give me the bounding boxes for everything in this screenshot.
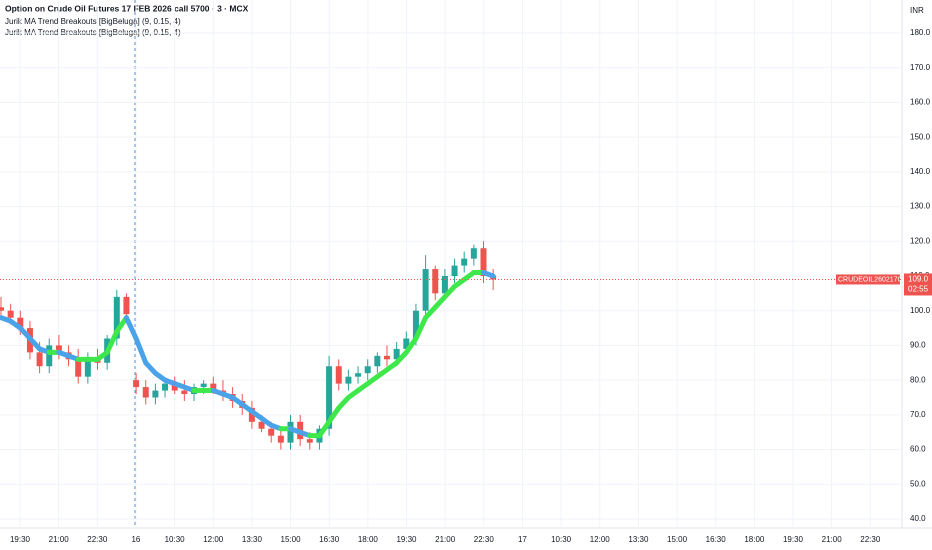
x-tick-label: 22:30: [87, 535, 108, 544]
y-tick-label: 40.0: [910, 514, 926, 523]
candle-body: [258, 421, 265, 429]
last-price-label: 109.0: [908, 275, 929, 284]
x-tick-label: 13:30: [628, 535, 649, 544]
ma-segment: [133, 335, 149, 366]
x-tick-label: 15:00: [281, 535, 302, 544]
y-tick-label: 70.0: [910, 410, 926, 419]
candle-body: [277, 435, 284, 443]
ma-segment: [316, 419, 332, 439]
candle-body: [451, 265, 458, 276]
x-tick-label: 22:30: [474, 535, 495, 544]
y-tick-label: 160.0: [910, 98, 931, 107]
candle-body: [403, 338, 410, 349]
x-tick-label: 17: [518, 535, 527, 544]
x-tick-label: 22:30: [860, 535, 881, 544]
candle-body: [374, 355, 381, 367]
ma-segment: [403, 335, 419, 355]
candle-body: [123, 296, 130, 315]
x-tick-label: 12:00: [203, 535, 224, 544]
x-tick-label: 19:30: [783, 535, 804, 544]
candle-body: [355, 373, 362, 377]
candle-body: [470, 248, 477, 259]
candle-body: [364, 366, 371, 374]
candle-body: [75, 359, 82, 377]
x-tick-label: 21:00: [822, 535, 843, 544]
candle-body: [422, 269, 429, 311]
symbol-label: CRUDEOIL260217C5700: [838, 276, 918, 283]
x-tick-label: 10:30: [551, 535, 572, 544]
x-tick-label: 10:30: [165, 535, 186, 544]
candle-body: [268, 428, 275, 436]
candle-body: [393, 348, 400, 360]
candle-body: [0, 307, 4, 311]
candle-body: [287, 421, 294, 443]
candle-body: [432, 269, 439, 294]
countdown: 02:55: [908, 285, 929, 294]
x-tick-label: 18:00: [358, 535, 379, 544]
candle-body: [46, 345, 53, 367]
candle-body: [162, 383, 169, 391]
x-tick-label: 18:00: [744, 535, 765, 544]
candle-body: [133, 380, 140, 388]
y-tick-label: 80.0: [910, 375, 926, 384]
symbol-tag: [836, 274, 900, 285]
x-tick-label: 16: [131, 535, 140, 544]
candle-body: [210, 383, 217, 391]
ma-segment: [481, 270, 496, 279]
x-tick-label: 15:00: [667, 535, 688, 544]
y-tick-label: 170.0: [910, 63, 931, 72]
candle-body: [36, 352, 43, 367]
candle-body: [441, 276, 448, 294]
candle-body: [248, 407, 255, 422]
candle-body: [142, 387, 149, 398]
candle-body: [55, 345, 62, 353]
x-tick-label: 19:30: [10, 535, 31, 544]
candle-body: [152, 390, 159, 398]
y-tick-label: 140.0: [910, 167, 931, 176]
candle-body: [7, 310, 14, 318]
y-tick-label: 180.0: [910, 28, 931, 37]
candle-body: [181, 390, 188, 395]
y-tick-label: 130.0: [910, 202, 931, 211]
indicator-label: Jurik MA Trend Breakouts [BigBeluga] (9,…: [5, 17, 181, 26]
x-tick-label: 21:00: [435, 535, 456, 544]
ma-segment: [326, 405, 342, 425]
candle-body: [345, 376, 352, 384]
candle-body: [384, 355, 390, 360]
candle-body: [480, 248, 487, 276]
y-tick-label: 150.0: [910, 132, 931, 141]
ma-segment: [104, 329, 120, 355]
price-tag: [904, 273, 932, 296]
candle-body: [171, 383, 178, 391]
candle-body: [306, 439, 313, 443]
x-tick-label: 19:30: [396, 535, 417, 544]
candle-body: [84, 359, 91, 377]
x-tick-label: 16:30: [319, 535, 340, 544]
x-tick-label: 12:00: [590, 535, 611, 544]
candle-body: [17, 317, 24, 329]
currency: INR: [910, 6, 924, 15]
candle-body: [200, 383, 207, 388]
candle-body: [113, 296, 120, 339]
candle-body: [335, 366, 342, 384]
candle-body: [412, 310, 419, 339]
x-tick-label: 16:30: [706, 535, 727, 544]
chart-title: Option on Crude Oil Futures 17 FEB 2026 …: [5, 3, 249, 13]
x-tick-label: 21:00: [49, 535, 70, 544]
y-tick-label: 90.0: [910, 341, 926, 350]
ma-segment: [413, 315, 429, 341]
y-tick-label: 50.0: [910, 479, 926, 488]
candle-body: [326, 366, 333, 429]
y-tick-label: 60.0: [910, 445, 926, 454]
x-tick-label: 13:30: [242, 535, 263, 544]
y-tick-label: 120.0: [910, 236, 931, 245]
candle-body: [461, 258, 468, 266]
ma-segment: [123, 315, 139, 341]
y-tick-label: 100.0: [910, 306, 931, 315]
